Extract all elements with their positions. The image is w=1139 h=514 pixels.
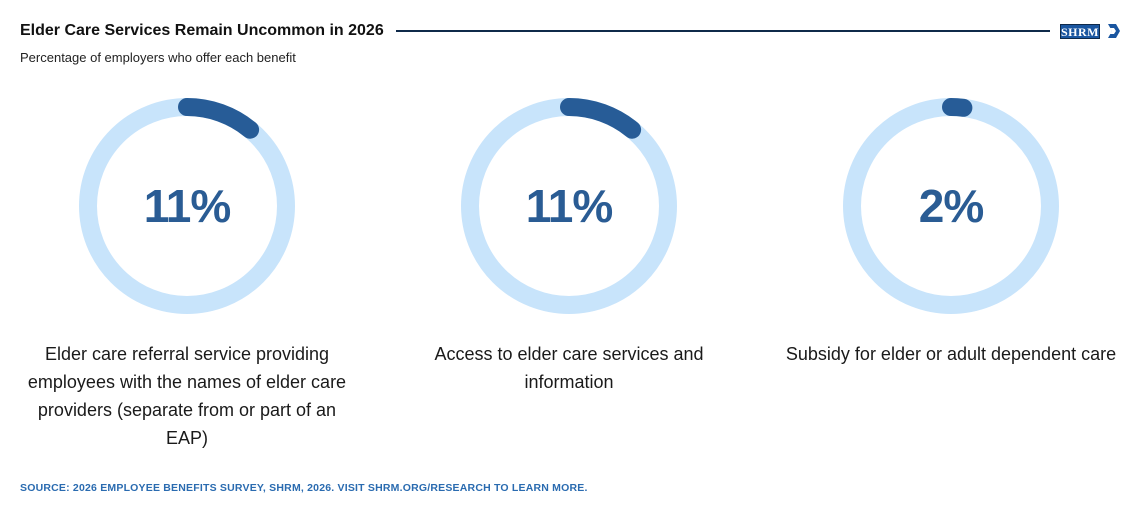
source-note: SOURCE: 2026 EMPLOYEE BENEFITS SURVEY, S… xyxy=(20,482,588,494)
gauge-3-label: Subsidy for elder or adult dependent car… xyxy=(785,344,1117,364)
shrm-chevron-icon xyxy=(1108,24,1120,38)
gauge-1-label: Elder care referral service providing em… xyxy=(27,344,347,448)
gauge-3-arc xyxy=(942,97,973,117)
gauge-2: 11% xyxy=(459,96,679,316)
gauge-1-arc xyxy=(178,98,260,139)
chart-subtitle: Percentage of employers who offer each b… xyxy=(20,50,296,65)
title-rule xyxy=(395,30,1050,32)
shrm-logo-text: SHRM xyxy=(1060,23,1100,39)
gauge-3: 2% xyxy=(841,96,1061,316)
gauge-2-arc xyxy=(560,98,642,139)
shrm-logo: SHRM xyxy=(1060,23,1120,39)
gauge-2-percent: 11% xyxy=(525,180,614,232)
chart-header: Elder Care Services Remain Uncommon in 2… xyxy=(20,18,1120,44)
gauge-3-svg xyxy=(843,97,1059,314)
gauge-2-svg xyxy=(461,98,677,314)
gauge-2-label: Access to elder care services and inform… xyxy=(434,344,704,392)
chart-title: Elder Care Services Remain Uncommon in 2… xyxy=(20,22,384,39)
gauge-1-svg xyxy=(79,98,295,314)
gauge-1-percent: 11% xyxy=(143,180,232,232)
gauge-3-percent: 2% xyxy=(918,180,984,232)
gauge-1: 11% xyxy=(77,96,297,316)
